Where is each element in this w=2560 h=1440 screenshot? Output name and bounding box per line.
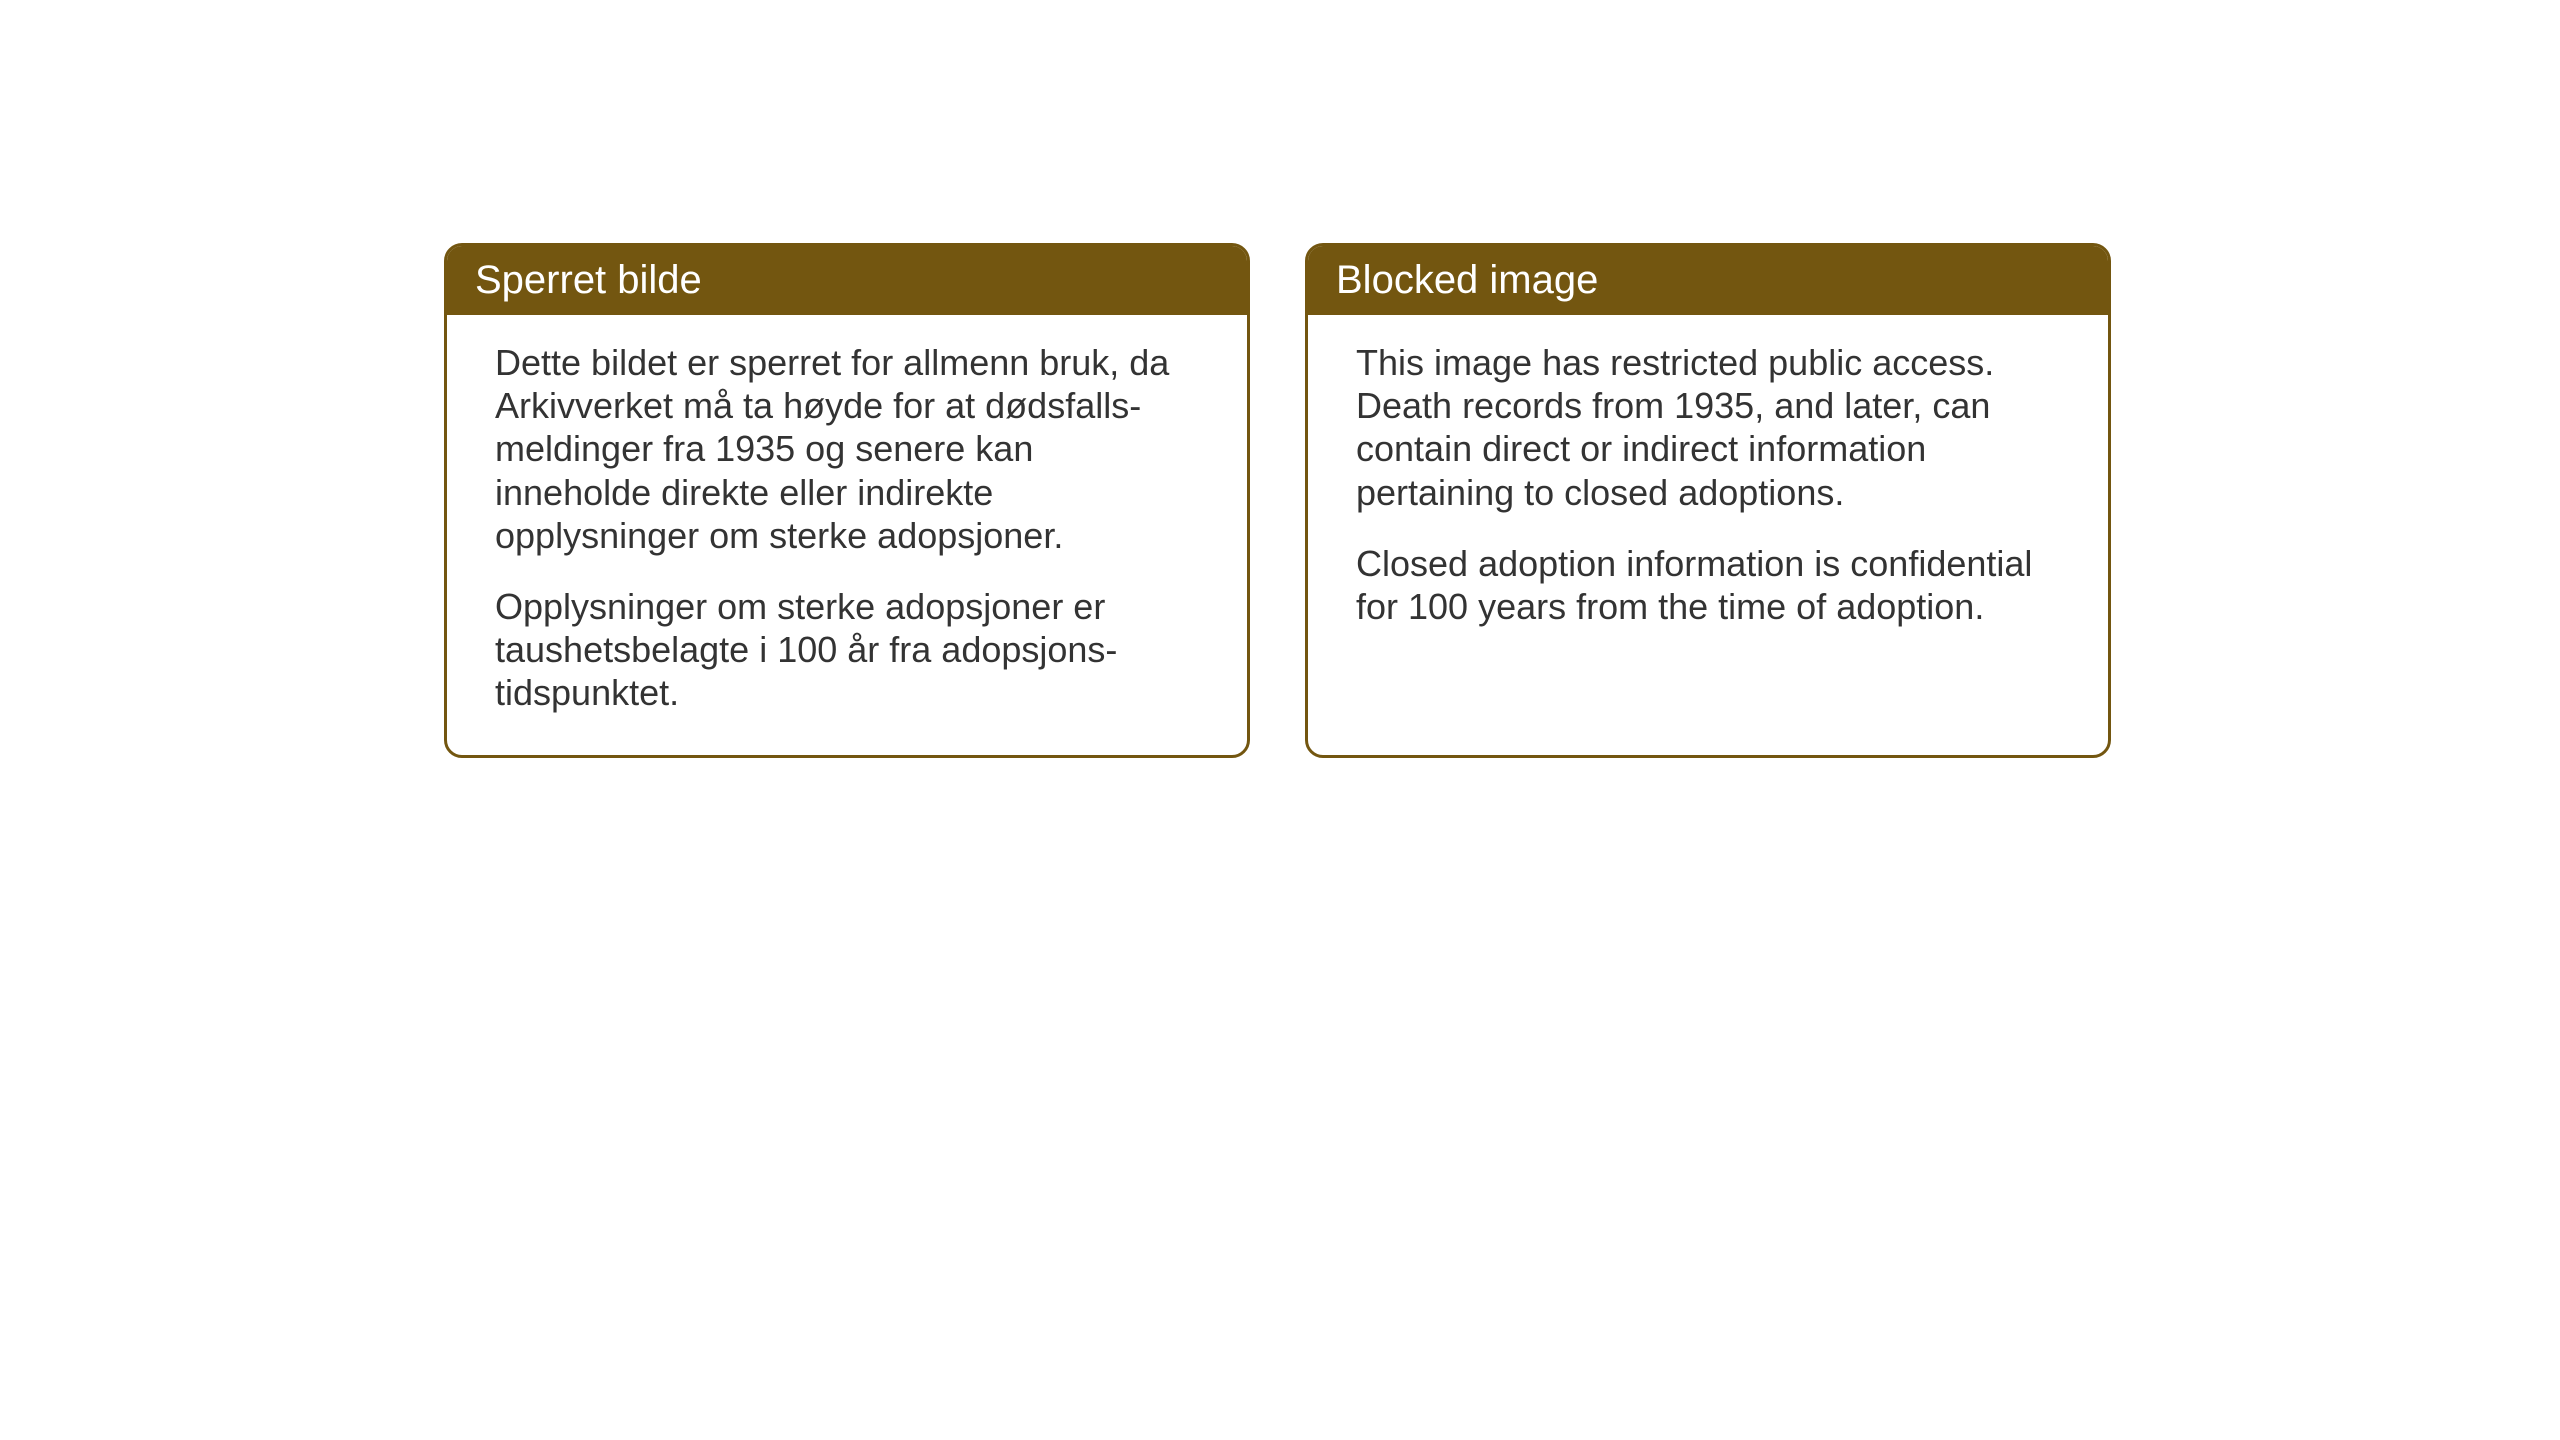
english-card-title: Blocked image <box>1308 246 2108 315</box>
english-card-body: This image has restricted public access.… <box>1308 315 2108 668</box>
notice-container: Sperret bilde Dette bildet er sperret fo… <box>444 243 2111 758</box>
english-paragraph-2: Closed adoption information is confident… <box>1356 542 2060 628</box>
english-notice-card: Blocked image This image has restricted … <box>1305 243 2111 758</box>
norwegian-card-body: Dette bildet er sperret for allmenn bruk… <box>447 315 1247 755</box>
norwegian-card-title: Sperret bilde <box>447 246 1247 315</box>
norwegian-paragraph-1: Dette bildet er sperret for allmenn bruk… <box>495 341 1199 557</box>
english-paragraph-1: This image has restricted public access.… <box>1356 341 2060 514</box>
norwegian-notice-card: Sperret bilde Dette bildet er sperret fo… <box>444 243 1250 758</box>
norwegian-paragraph-2: Opplysninger om sterke adopsjoner er tau… <box>495 585 1199 715</box>
